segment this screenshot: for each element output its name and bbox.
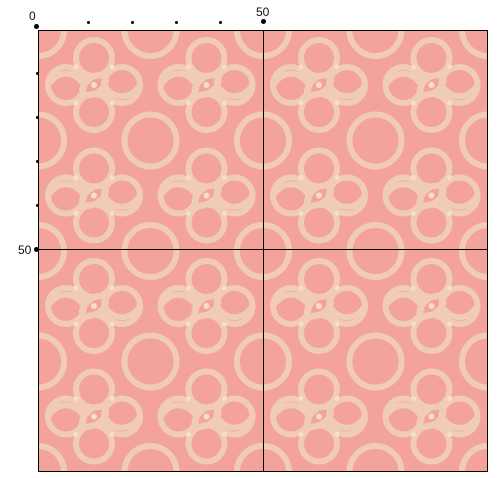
- ruler-x-tick: [131, 21, 134, 24]
- ruler-x-tick: [261, 19, 266, 24]
- vertical-guide-line[interactable]: [263, 30, 264, 472]
- pattern-canvas[interactable]: [38, 30, 488, 472]
- horizontal-guide-line[interactable]: [38, 249, 488, 250]
- ruler-y-tick: [36, 204, 39, 207]
- ruler-y-label-50: 50: [18, 243, 32, 257]
- ruler-y-tick: [36, 116, 39, 119]
- ruler-x-tick: [219, 21, 222, 24]
- ruler-y-tick: [36, 160, 39, 163]
- ruler-y-tick: [34, 247, 39, 252]
- ruler-x-label-50: 50: [256, 5, 270, 19]
- ruler-x-label-0: 0: [29, 9, 36, 23]
- ruler-x-tick: [87, 21, 90, 24]
- ruler-x-tick: [175, 21, 178, 24]
- ruler-x-tick: [34, 24, 39, 29]
- ruler-y-tick: [36, 72, 39, 75]
